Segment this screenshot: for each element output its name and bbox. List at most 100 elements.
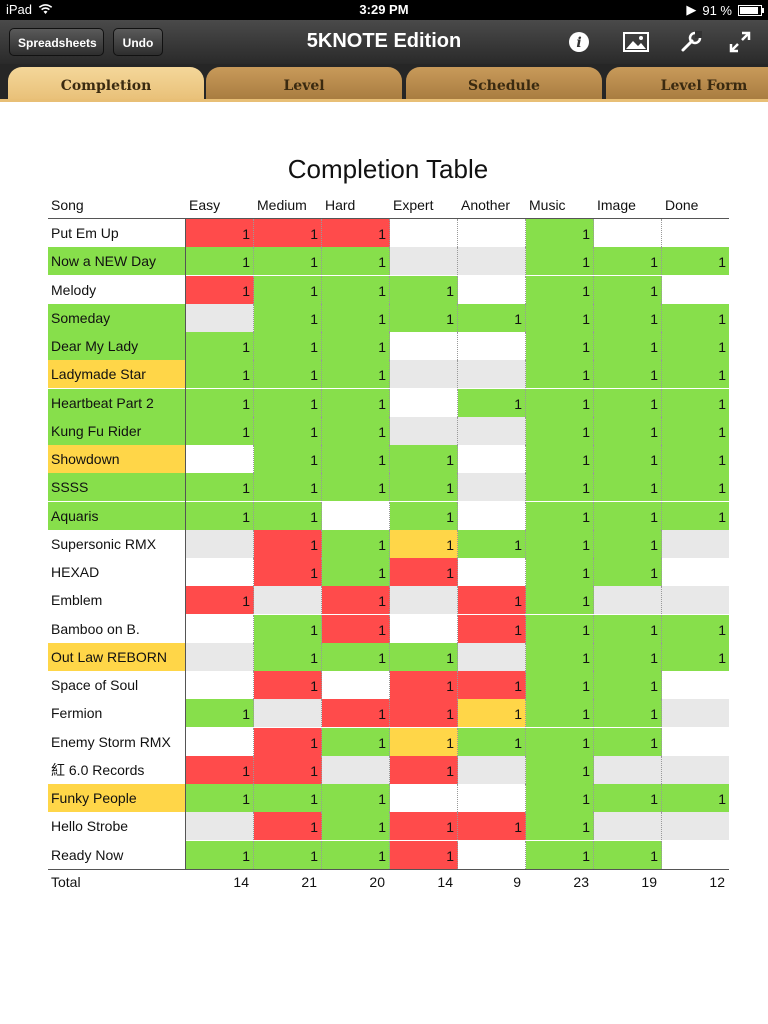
medium-cell[interactable]: 1 (254, 642, 322, 671)
music-cell[interactable]: 1 (526, 332, 594, 360)
done-cell[interactable] (662, 529, 729, 558)
song-cell[interactable]: HEXAD (48, 558, 185, 586)
another-cell[interactable]: 1 (458, 529, 526, 558)
done-cell[interactable]: 1 (662, 473, 729, 502)
song-cell[interactable]: Melody (48, 275, 185, 304)
medium-cell[interactable]: 1 (254, 671, 322, 699)
medium-cell[interactable]: 1 (254, 303, 322, 332)
easy-cell[interactable]: 1 (186, 586, 254, 615)
hard-cell[interactable]: 1 (322, 840, 390, 869)
done-cell[interactable] (662, 699, 729, 728)
done-cell[interactable] (662, 840, 729, 869)
easy-cell[interactable] (186, 303, 254, 332)
music-cell[interactable]: 1 (526, 671, 594, 699)
image-cell[interactable]: 1 (594, 416, 662, 445)
fullscreen-icon[interactable] (727, 29, 753, 55)
hard-cell[interactable]: 1 (322, 558, 390, 586)
expert-cell[interactable] (390, 586, 458, 615)
hard-cell[interactable]: 1 (322, 586, 390, 615)
song-cell[interactable]: Put Em Up (48, 219, 185, 247)
song-cell[interactable]: Showdown (48, 445, 185, 473)
image-cell[interactable]: 1 (594, 642, 662, 671)
medium-cell[interactable]: 1 (254, 360, 322, 389)
wrench-icon[interactable] (678, 29, 704, 55)
song-cell[interactable]: Hello Strobe (48, 812, 185, 841)
medium-cell[interactable] (254, 699, 322, 728)
music-cell[interactable]: 1 (526, 360, 594, 389)
undo-button[interactable]: Undo (113, 28, 163, 56)
music-cell[interactable]: 1 (526, 812, 594, 841)
done-cell[interactable]: 1 (662, 360, 729, 389)
hard-cell[interactable]: 1 (322, 219, 390, 247)
another-cell[interactable] (458, 360, 526, 389)
expert-cell[interactable]: 1 (390, 671, 458, 699)
another-cell[interactable] (458, 247, 526, 276)
done-cell[interactable] (662, 219, 729, 247)
medium-cell[interactable]: 1 (254, 219, 322, 247)
easy-cell[interactable] (186, 445, 254, 473)
image-cell[interactable]: 1 (594, 840, 662, 869)
hard-cell[interactable]: 1 (322, 812, 390, 841)
song-cell[interactable]: Out Law REBORN (48, 642, 185, 671)
another-cell[interactable] (458, 558, 526, 586)
image-cell[interactable] (594, 812, 662, 841)
image-cell[interactable]: 1 (594, 727, 662, 756)
music-cell[interactable]: 1 (526, 473, 594, 502)
another-cell[interactable]: 1 (458, 388, 526, 417)
easy-cell[interactable]: 1 (186, 473, 254, 502)
image-cell[interactable]: 1 (594, 614, 662, 643)
another-cell[interactable] (458, 840, 526, 869)
expert-cell[interactable] (390, 360, 458, 389)
medium-cell[interactable]: 1 (254, 840, 322, 869)
easy-cell[interactable] (186, 671, 254, 699)
music-cell[interactable]: 1 (526, 755, 594, 784)
expert-cell[interactable] (390, 332, 458, 360)
medium-cell[interactable]: 1 (254, 416, 322, 445)
easy-cell[interactable]: 1 (186, 275, 254, 304)
music-cell[interactable]: 1 (526, 642, 594, 671)
song-cell[interactable]: Now a NEW Day (48, 247, 185, 276)
image-cell[interactable]: 1 (594, 529, 662, 558)
another-cell[interactable] (458, 473, 526, 502)
done-cell[interactable] (662, 586, 729, 615)
hard-cell[interactable]: 1 (322, 332, 390, 360)
another-cell[interactable] (458, 445, 526, 473)
song-cell[interactable]: Space of Soul (48, 671, 185, 699)
image-cell[interactable] (594, 586, 662, 615)
music-cell[interactable]: 1 (526, 303, 594, 332)
hard-cell[interactable] (322, 755, 390, 784)
done-cell[interactable]: 1 (662, 501, 729, 530)
medium-cell[interactable] (254, 586, 322, 615)
medium-cell[interactable]: 1 (254, 445, 322, 473)
another-cell[interactable]: 1 (458, 699, 526, 728)
medium-cell[interactable]: 1 (254, 529, 322, 558)
music-cell[interactable]: 1 (526, 784, 594, 812)
medium-cell[interactable]: 1 (254, 558, 322, 586)
medium-cell[interactable]: 1 (254, 275, 322, 304)
image-cell[interactable]: 1 (594, 558, 662, 586)
song-cell[interactable]: Dear My Lady (48, 332, 185, 360)
done-cell[interactable]: 1 (662, 614, 729, 643)
music-cell[interactable]: 1 (526, 614, 594, 643)
easy-cell[interactable]: 1 (186, 360, 254, 389)
song-cell[interactable]: Bamboo on B. (48, 614, 185, 643)
hard-cell[interactable]: 1 (322, 614, 390, 643)
another-cell[interactable] (458, 501, 526, 530)
done-cell[interactable]: 1 (662, 303, 729, 332)
medium-cell[interactable]: 1 (254, 812, 322, 841)
medium-cell[interactable]: 1 (254, 332, 322, 360)
image-cell[interactable] (594, 755, 662, 784)
image-cell[interactable]: 1 (594, 784, 662, 812)
expert-cell[interactable]: 1 (390, 558, 458, 586)
done-cell[interactable]: 1 (662, 445, 729, 473)
easy-cell[interactable] (186, 558, 254, 586)
music-cell[interactable]: 1 (526, 727, 594, 756)
easy-cell[interactable] (186, 529, 254, 558)
hard-cell[interactable]: 1 (322, 275, 390, 304)
easy-cell[interactable]: 1 (186, 247, 254, 276)
song-cell[interactable]: Supersonic RMX (48, 529, 185, 558)
image-cell[interactable]: 1 (594, 303, 662, 332)
expert-cell[interactable]: 1 (390, 303, 458, 332)
hard-cell[interactable]: 1 (322, 416, 390, 445)
image-cell[interactable]: 1 (594, 332, 662, 360)
